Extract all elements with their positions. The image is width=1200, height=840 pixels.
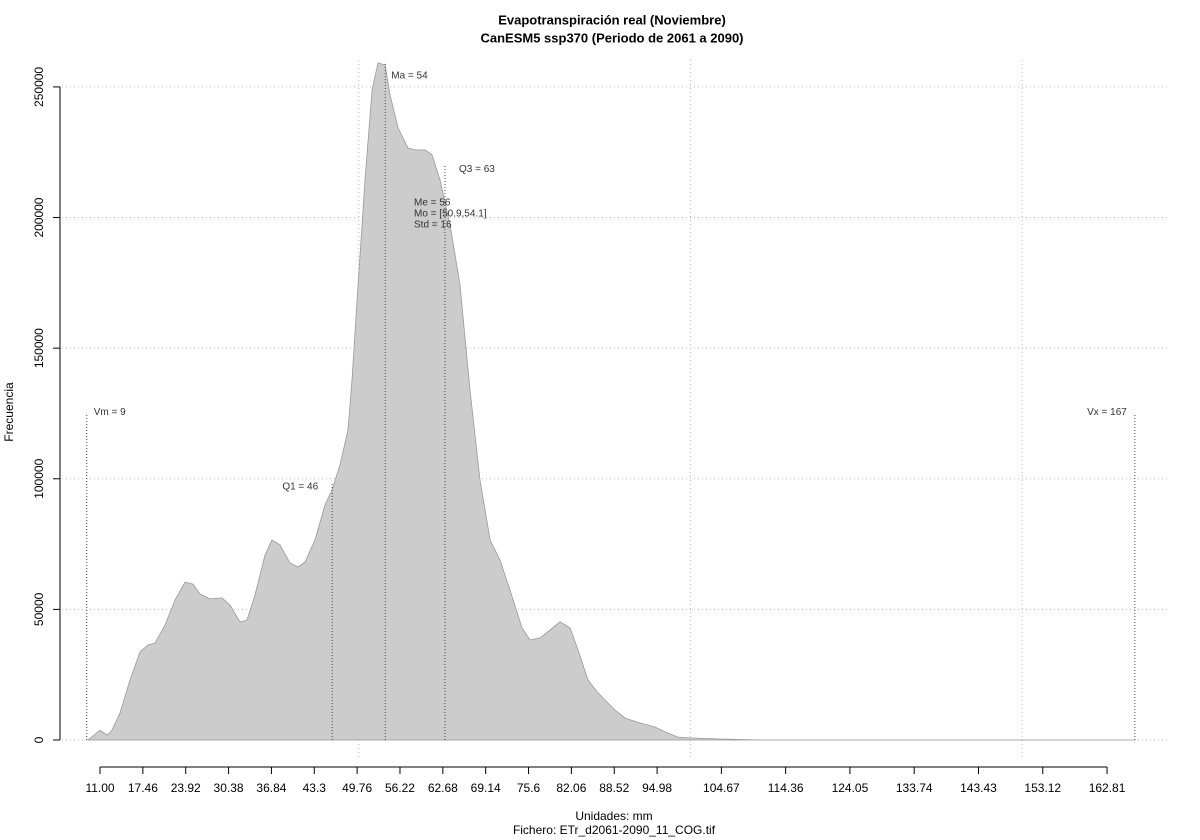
x-tick-label: 75.6 (517, 781, 541, 795)
chart-title: Evapotranspiración real (Noviembre) (498, 12, 726, 27)
y-axis-label: Frecuencia (2, 382, 16, 442)
y-tick-label: 250000 (32, 67, 46, 107)
y-tick-label: 50000 (32, 592, 46, 626)
density-area (87, 62, 1136, 741)
stat-text: Me = 56 (414, 198, 451, 209)
x-tick-label: 133.74 (896, 781, 933, 795)
x-tick-label: 11.00 (85, 781, 114, 795)
x-tick-label: 69.14 (471, 781, 501, 795)
x-tick-label: 30.38 (214, 781, 244, 795)
y-tick-label: 150000 (32, 328, 46, 368)
x-tick-label: 114.36 (768, 781, 804, 795)
x-tick-label: 23.92 (171, 781, 201, 795)
x-axis-label: Unidades: mm (575, 809, 652, 823)
x-tick-label: 162.81 (1089, 781, 1126, 795)
x-tick-label: 104.67 (703, 781, 740, 795)
x-tick-label: 62.68 (428, 781, 458, 795)
y-tick-label: 0 (32, 736, 46, 743)
y-tick-label: 100000 (32, 458, 46, 498)
y-tick-label: 200000 (32, 197, 46, 237)
x-tick-label: 153.12 (1024, 781, 1061, 795)
x-tick-label: 82.06 (556, 781, 586, 795)
x-tick-label: 56.22 (385, 781, 415, 795)
caption: Fichero: ETr_d2061-2090_11_COG.tif (513, 823, 716, 837)
stat-label: Vx = 167 (1087, 407, 1127, 418)
x-tick-label: 36.84 (256, 781, 286, 795)
x-tick-label: 88.52 (599, 781, 629, 795)
stat-label: Vm = 9 (94, 407, 126, 418)
x-tick-label: 43.3 (303, 781, 327, 795)
stat-text: Std = 16 (414, 220, 452, 231)
stat-text: Mo = [50.9,54.1] (414, 209, 487, 220)
stat-label: Q1 = 46 (282, 482, 318, 493)
x-tick-label: 17.46 (128, 781, 158, 795)
x-tick-label: 143.43 (960, 781, 997, 795)
stat-label: Q3 = 63 (459, 164, 495, 175)
x-tick-label: 124.05 (832, 781, 869, 795)
x-tick-label: 49.76 (342, 781, 372, 795)
chart-subtitle: CanESM5 ssp370 (Periodo de 2061 a 2090) (480, 30, 743, 45)
stat-label: Ma = 54 (391, 70, 428, 81)
x-tick-label: 94.98 (642, 781, 672, 795)
